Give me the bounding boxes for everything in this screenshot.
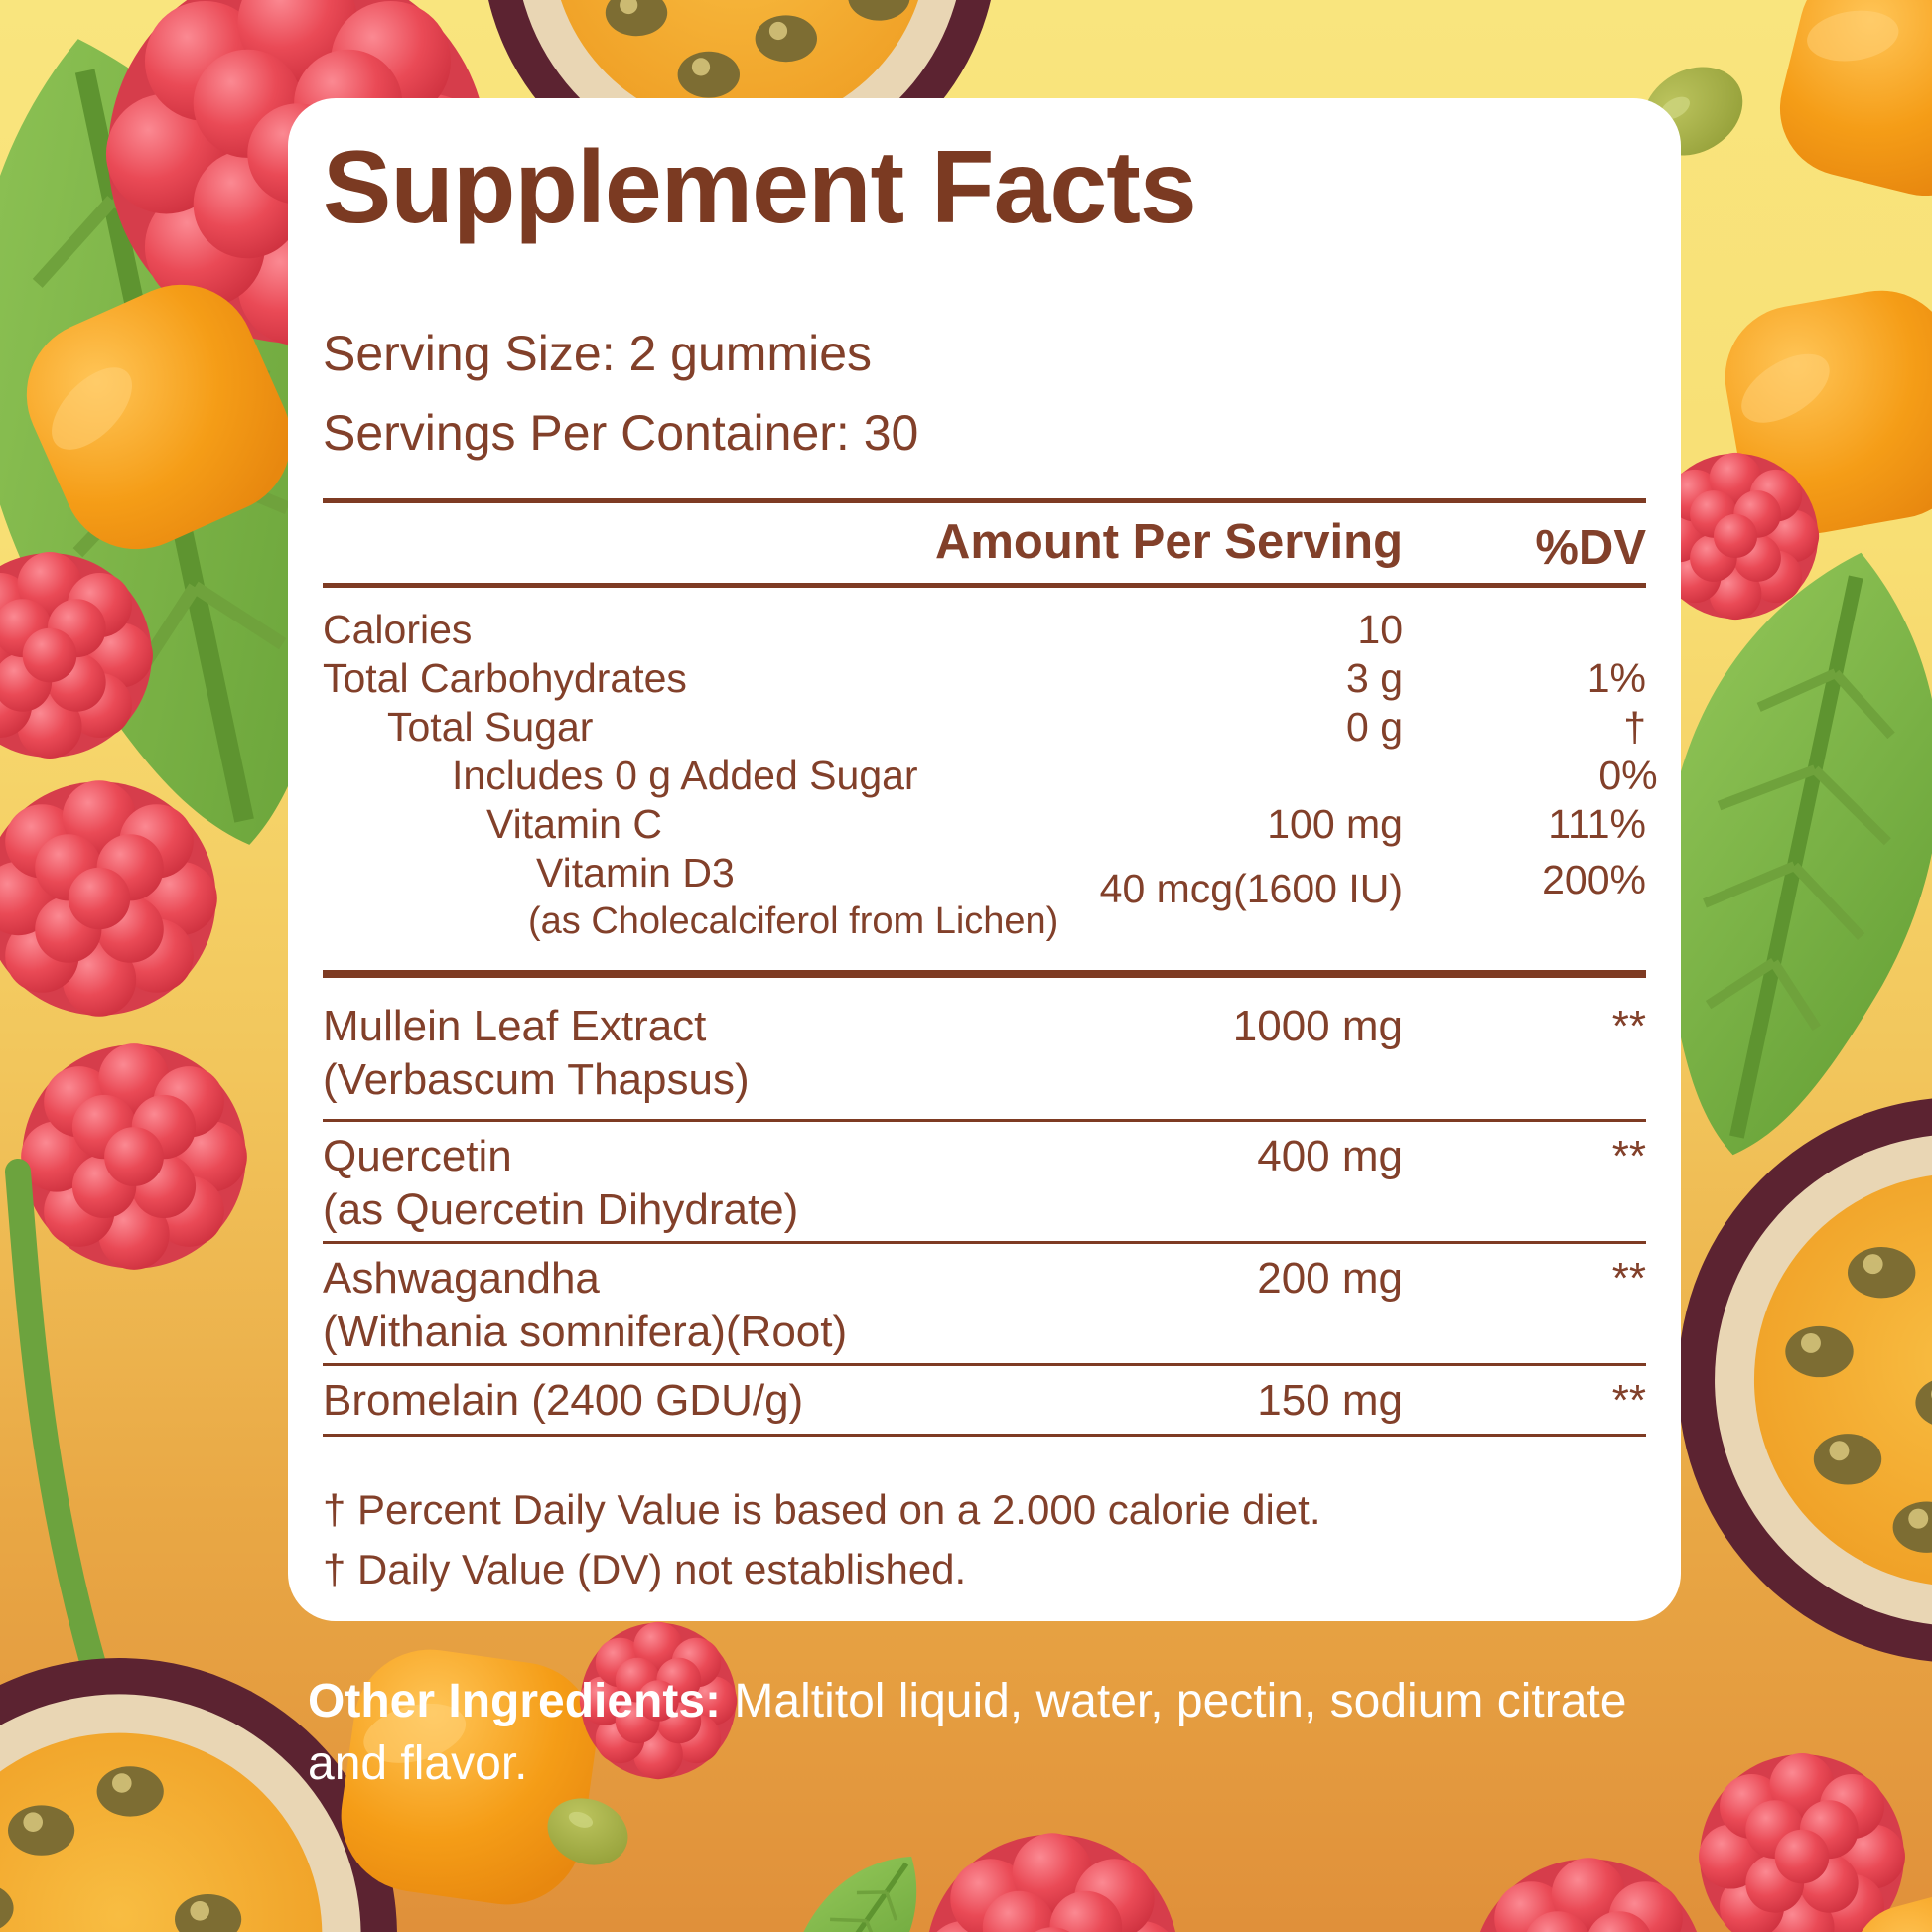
botanical-row: Quercetin (as Quercetin Dihydrate) 400 mg *… — [323, 1122, 1646, 1244]
botanical-name-sub: (Verbascum Thapsus) — [323, 1055, 750, 1104]
botanical-rows: Mullein Leaf Extract (Verbascum Thapsus) 1… — [323, 978, 1646, 1437]
botanical-row: Ashwagandha (Withania somnifera)(Root) 200… — [323, 1244, 1646, 1366]
nutrient-dv: 111% — [1548, 801, 1646, 847]
botanical-row: Mullein Leaf Extract (Verbascum Thapsus) 1… — [323, 978, 1646, 1122]
nutrient-label: Vitamin D3 — [536, 850, 735, 896]
nutrient-amount — [918, 752, 1415, 800]
nutrient-label: Total Carbohydrates — [323, 655, 687, 701]
nutrient-label: (as Cholecalciferol from Lichen) — [528, 900, 1059, 942]
nutrient-label: Calories — [323, 607, 473, 652]
footnote-line: † Percent Daily Value is based on a 2.00… — [323, 1486, 1321, 1533]
nutrient-row: Includes 0 g Added Sugar 0% — [323, 752, 1658, 800]
botanical-amount: 200 mg — [1257, 1254, 1403, 1303]
divider-thick — [323, 970, 1646, 978]
divider — [323, 498, 1646, 503]
raspberry-icon — [924, 1833, 1180, 1932]
page-title: Supplement Facts — [323, 130, 1197, 245]
botanical-name-main: Mullein Leaf Extract — [323, 1002, 707, 1050]
nutrient-rows: Calories 10 Total Carbohydrates 3 g 1% Total … — [323, 588, 1658, 946]
nutrient-dv: 1% — [1587, 655, 1646, 701]
nutrient-amount: 100 mg — [1267, 801, 1403, 847]
nutrient-dv: † — [1623, 704, 1646, 750]
nutrient-row: Calories 10 — [323, 606, 1646, 654]
botanical-dv: ** — [1611, 1132, 1646, 1180]
footnotes: † Percent Daily Value is based on a 2.00… — [323, 1480, 1646, 1599]
supplement-facts-card: Supplement Facts Serving Size: 2 gummies… — [288, 98, 1681, 1621]
botanical-name-main: Quercetin — [323, 1132, 512, 1180]
serving-size: Serving Size: 2 gummies — [323, 326, 873, 381]
header-dv: %DV — [1535, 521, 1646, 575]
nutrient-dv: 200% — [1542, 857, 1646, 902]
botanical-row: Bromelain (2400 GDU/g) 150 mg ** — [323, 1366, 1646, 1437]
botanical-amount: 150 mg — [1257, 1376, 1403, 1425]
botanical-name-sub: (Withania somnifera)(Root) — [323, 1308, 848, 1356]
nutrient-label: Includes 0 g Added Sugar — [452, 753, 918, 798]
other-ingredients-text: Maltitol liquid, water, pectin, sodium c… — [721, 1675, 1627, 1727]
other-ingredients-text-line2: and flavor. — [308, 1737, 528, 1790]
botanical-name-sub: (as Quercetin Dihydrate) — [323, 1185, 799, 1234]
other-ingredients: Other Ingredients: Maltitol liquid, wate… — [308, 1670, 1668, 1795]
raspberry-icon — [21, 1043, 247, 1270]
nutrient-dv: 0% — [1598, 753, 1658, 798]
botanical-name: Mullein Leaf Extract (Verbascum Thapsus) — [323, 1000, 906, 1107]
botanical-name-main: Ashwagandha — [323, 1254, 600, 1303]
divider — [323, 583, 1646, 588]
passion-fruit-icon — [1678, 1097, 1932, 1663]
nutrient-dv — [1403, 606, 1646, 654]
table-header: Amount Per Serving %DV — [323, 503, 1646, 583]
nutrient-row: Total Sugar 0 g † — [323, 703, 1646, 752]
stem-icon — [5, 1159, 110, 1691]
raspberry-icon — [1470, 1858, 1707, 1932]
nutrient-row: Total Carbohydrates 3 g 1% — [323, 654, 1646, 703]
nutrient-row: Vitamin D3 40 mcg(1600 IU) 200% — [323, 849, 1646, 911]
nutrient-amount: 0 g — [1346, 704, 1403, 750]
botanical-dv: ** — [1611, 1002, 1646, 1050]
nutrient-amount: 10 — [1357, 607, 1403, 652]
gummy-icon — [1765, 0, 1932, 210]
nutrient-amount: 3 g — [1346, 655, 1403, 701]
nutrient-row: Vitamin C 100 mg 111% — [323, 800, 1646, 849]
botanical-name: Ashwagandha (Withania somnifera)(Root) — [323, 1252, 906, 1359]
nutrient-label: Vitamin C — [486, 801, 662, 847]
mint-leaf-icon — [748, 1830, 949, 1932]
raspberry-icon — [0, 780, 217, 1017]
header-amount-per-serving: Amount Per Serving — [934, 515, 1403, 569]
botanical-name: Quercetin (as Quercetin Dihydrate) — [323, 1130, 906, 1237]
botanical-dv: ** — [1611, 1376, 1646, 1425]
botanical-dv: ** — [1611, 1254, 1646, 1303]
nutrient-dv — [1555, 897, 1798, 946]
nutrient-amount: 40 mcg(1600 IU) — [1099, 866, 1403, 911]
botanical-amount: 1000 mg — [1232, 1002, 1403, 1050]
botanical-name: Bromelain (2400 GDU/g) — [323, 1374, 906, 1428]
servings-per-container: Servings Per Container: 30 — [323, 405, 919, 461]
nutrient-label: Total Sugar — [387, 704, 594, 750]
footnote-line: † Daily Value (DV) not established. — [323, 1546, 967, 1592]
nutrient-row: (as Cholecalciferol from Lichen) — [323, 897, 1646, 946]
raspberry-icon — [1699, 1753, 1905, 1932]
botanical-amount: 400 mg — [1257, 1132, 1403, 1180]
other-ingredients-label: Other Ingredients: — [308, 1675, 722, 1727]
botanical-name-main: Bromelain (2400 GDU/g) — [323, 1376, 804, 1425]
